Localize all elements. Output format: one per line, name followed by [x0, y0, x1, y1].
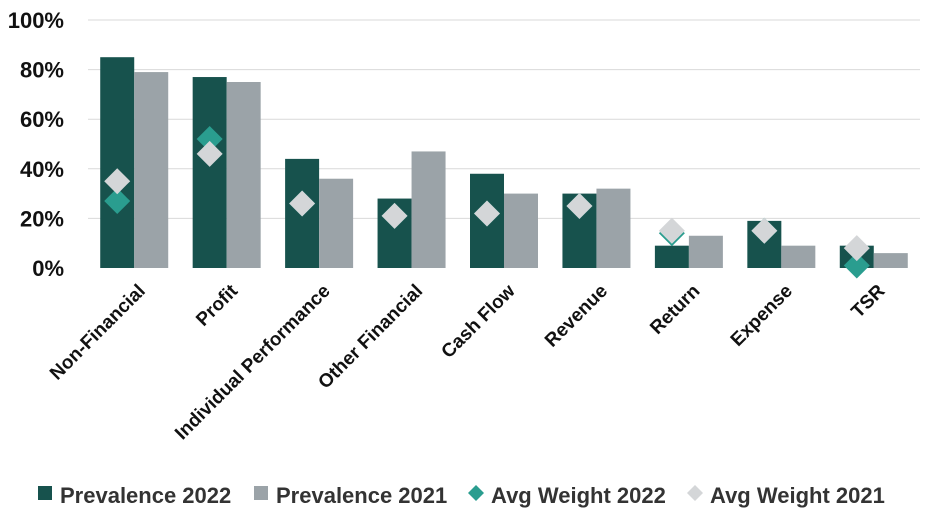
x-tick-label: Individual Performance [171, 281, 334, 444]
bar-prevalence-2021 [504, 193, 538, 268]
x-tick-label: Revenue [541, 281, 612, 352]
bar-prevalence-2021 [688, 235, 723, 268]
bar-prevalence-2021 [596, 188, 631, 268]
marker-avg-weight-2021 [843, 235, 870, 262]
legend-swatch [254, 486, 268, 500]
legend-swatch [687, 485, 703, 501]
bar-prevalence-2022 [654, 245, 689, 268]
marker-avg-weight-2021 [658, 217, 685, 244]
y-tick-label: 40% [20, 157, 64, 182]
marker-avg-weight-2021 [196, 140, 223, 167]
marker-avg-weight-2021 [104, 168, 131, 195]
marker-avg-weight-2022 [196, 126, 223, 153]
marker-avg-weight-2021 [566, 193, 593, 219]
y-axis: 0% 20% 40% 60% 80% 100% [8, 8, 64, 281]
bar-prevalence-2022 [100, 57, 135, 269]
x-tick-label: Profit [192, 280, 242, 330]
x-tick-label: Return [646, 281, 704, 339]
bar-prevalence-2021 [134, 72, 169, 268]
marker-avg-weight-2022 [843, 252, 870, 279]
y-tick-label: 100% [8, 8, 64, 33]
bar-prevalence-2021 [319, 178, 354, 268]
markers [104, 126, 870, 279]
x-tick-label: TSR [848, 280, 890, 322]
y-tick-label: 80% [20, 58, 64, 83]
legend-label: Prevalence 2021 [276, 483, 447, 508]
marker-avg-weight-2022 [104, 188, 131, 215]
bar-prevalence-2022 [192, 77, 227, 268]
bar-prevalence-2021 [226, 82, 261, 268]
bar-prevalence-2021 [781, 245, 816, 268]
y-tick-label: 60% [20, 107, 64, 132]
x-tick-label: Cash Flow [438, 281, 520, 363]
legend: Prevalence 2022 Prevalence 2021 Avg Weight… [38, 483, 885, 508]
x-tick-label: Expense [727, 281, 797, 351]
bar-prevalence-2021 [873, 253, 908, 268]
bars [100, 57, 908, 269]
y-tick-label: 20% [20, 206, 64, 231]
legend-label: Avg Weight 2022 [491, 483, 666, 508]
legend-label: Avg Weight 2021 [710, 483, 885, 508]
marker-avg-weight-2021 [381, 202, 408, 229]
marker-avg-weight-2021 [751, 217, 778, 244]
x-tick-label: Non-Financial [46, 281, 150, 385]
marker-avg-weight-2021 [474, 200, 500, 227]
legend-swatch [468, 485, 484, 501]
legend-swatch [38, 486, 52, 500]
bar-prevalence-2021 [411, 151, 446, 268]
y-tick-label: 0% [32, 256, 64, 281]
marker-avg-weight-2021 [289, 190, 316, 217]
legend-label: Prevalence 2022 [60, 483, 231, 508]
